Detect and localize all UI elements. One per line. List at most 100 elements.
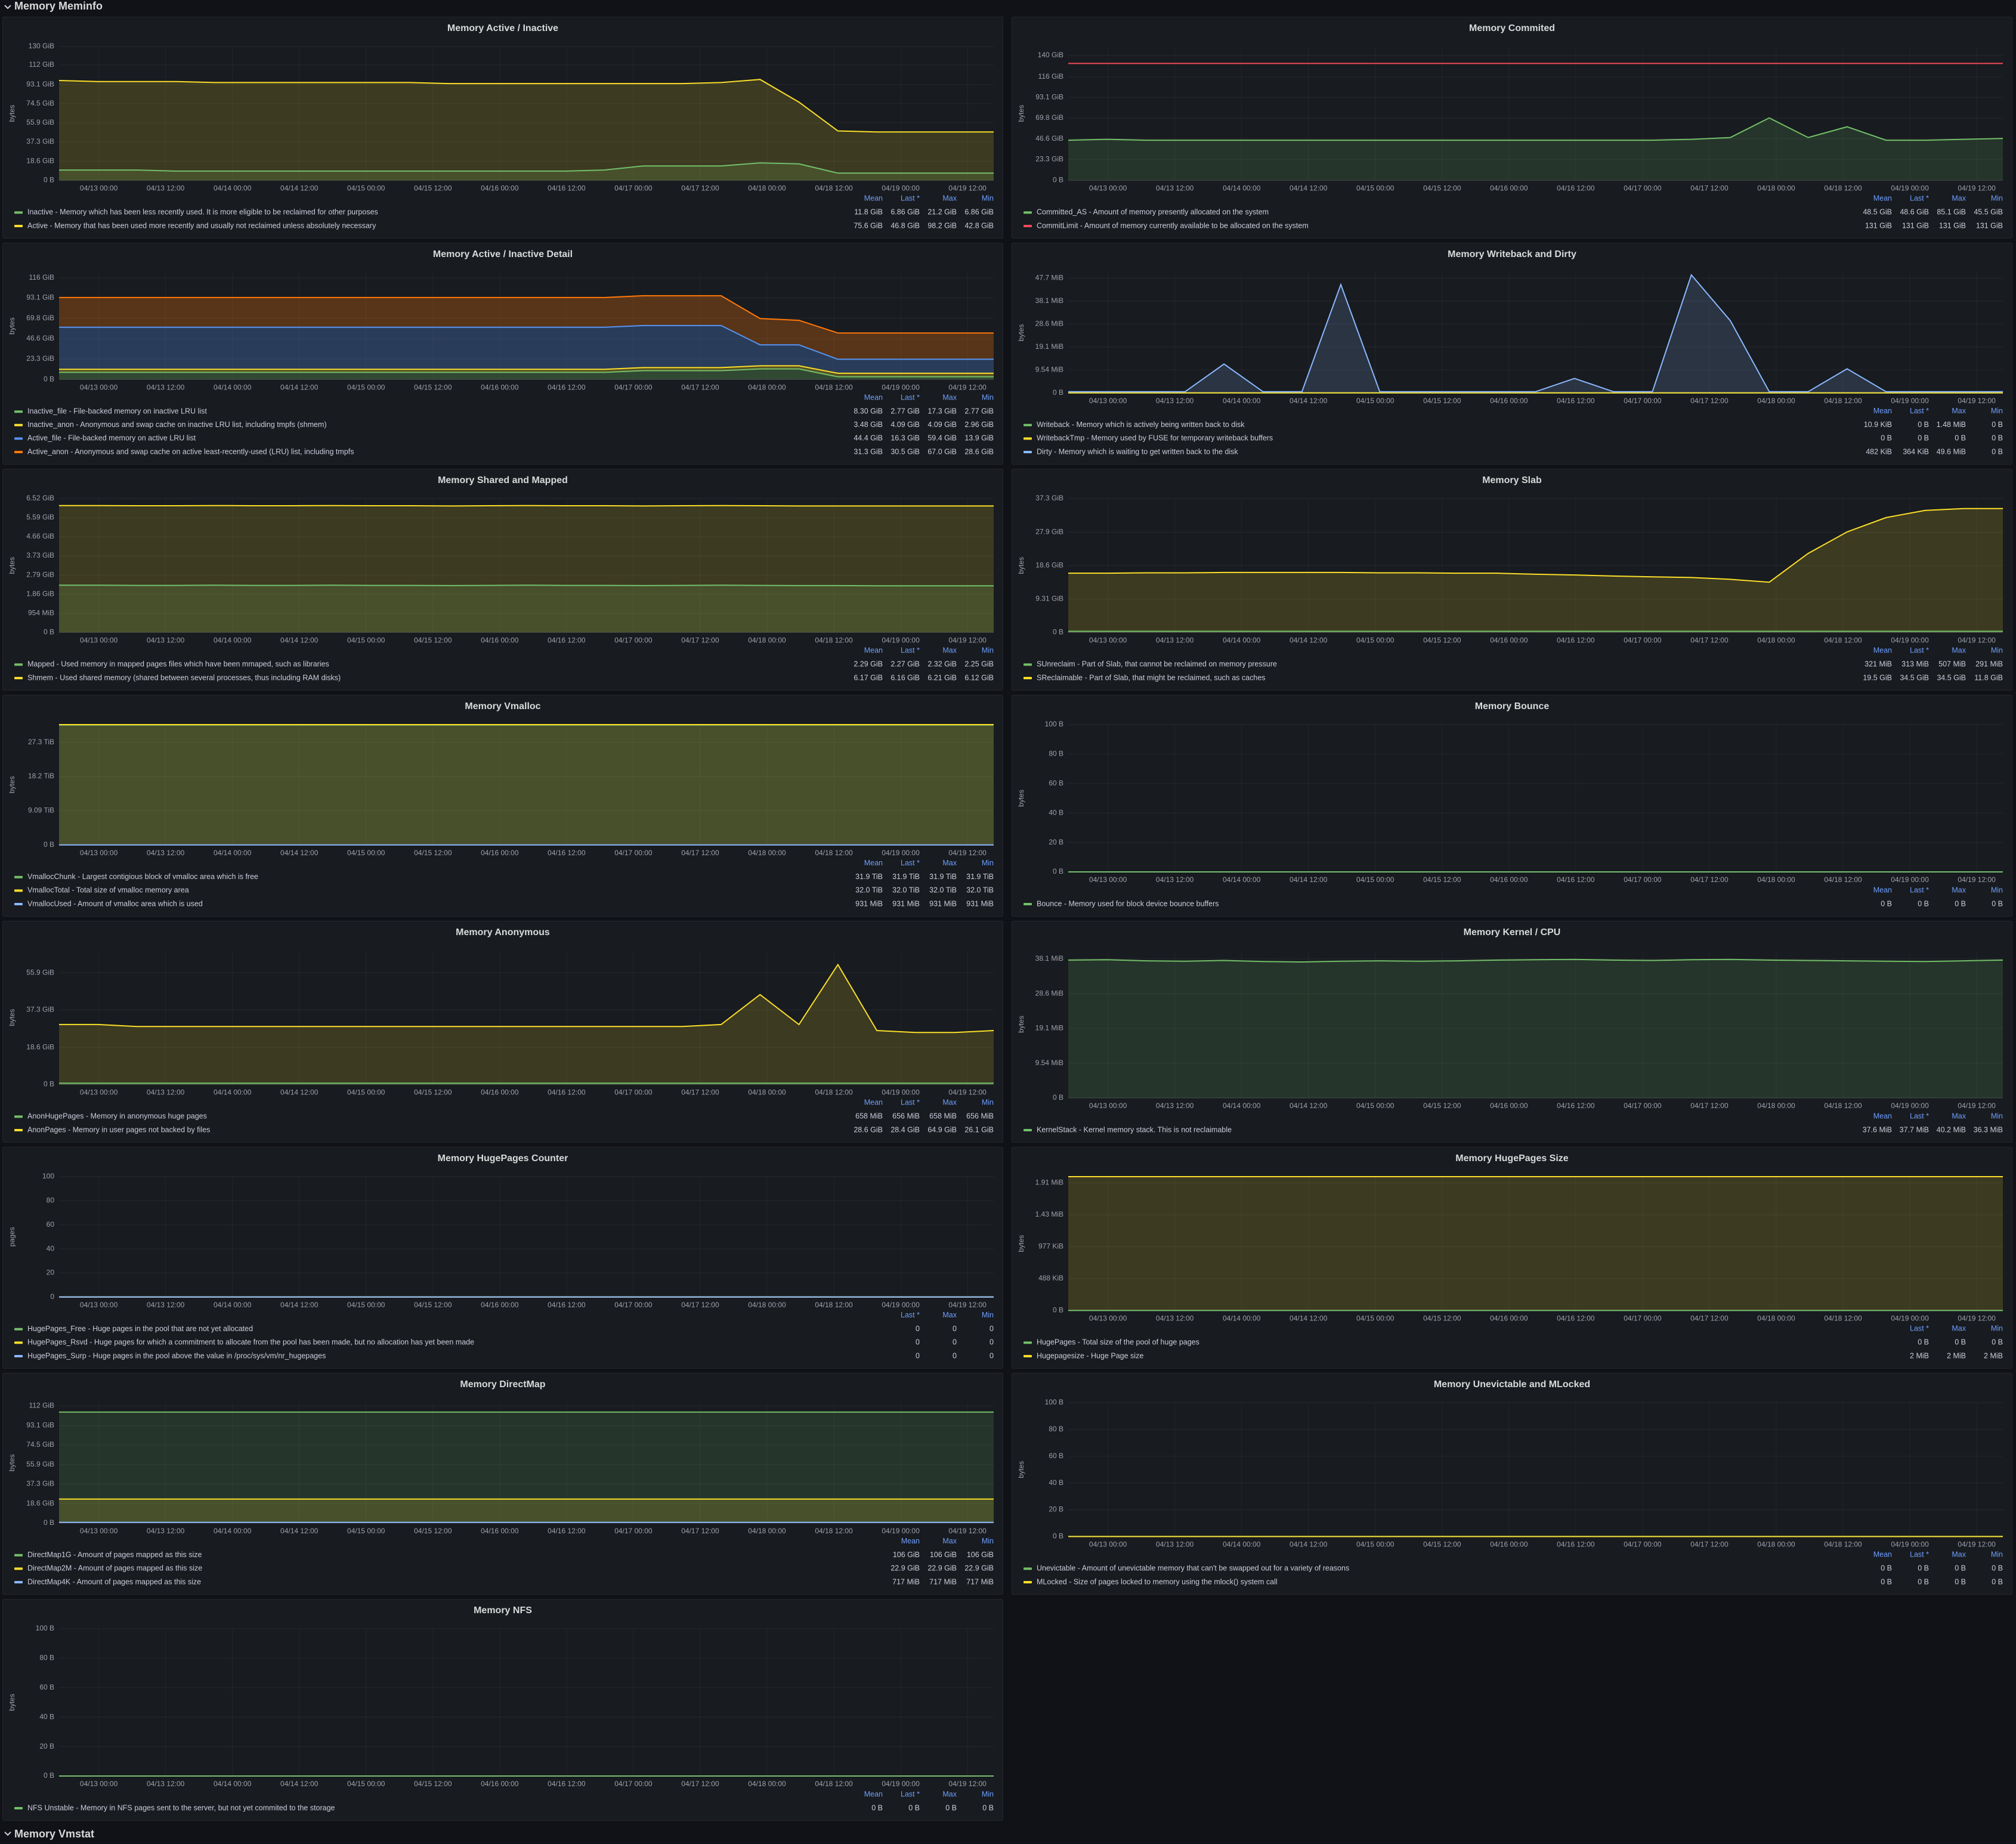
legend-name[interactable]: KernelStack - Kernel memory stack. This … <box>1037 1125 1232 1134</box>
legend-value: 22.9 GiB <box>927 1564 957 1573</box>
legend-name[interactable]: VmallocTotal - Total size of vmalloc mem… <box>27 886 189 895</box>
legend-name[interactable]: Inactive_anon - Anonymous and swap cache… <box>27 420 327 429</box>
legend-value: 67.0 GiB <box>927 447 957 456</box>
x-tick-label: 04/14 12:00 <box>280 1088 319 1097</box>
legend-name[interactable]: DirectMap2M - Amount of pages mapped as … <box>27 1564 202 1573</box>
legend-name[interactable]: Active_anon - Anonymous and swap cache o… <box>27 447 354 456</box>
x-tick-label: 04/15 00:00 <box>1356 875 1394 884</box>
legend-name[interactable]: Hugepagesize - Huge Page size <box>1037 1351 1143 1360</box>
panel: Memory Writeback and Dirty bytes 0 B 9.54 M… <box>1012 243 2012 465</box>
legend-name[interactable]: AnonPages - Memory in user pages not bac… <box>27 1125 210 1134</box>
legend-name[interactable]: VmallocUsed - Amount of vmalloc area whi… <box>27 899 203 908</box>
x-tick-label: 04/14 00:00 <box>1223 875 1261 884</box>
x-tick-label: 04/14 00:00 <box>1223 1540 1261 1549</box>
y-tick-label: 0 B <box>44 1080 54 1088</box>
legend-value: 0 B <box>1955 1577 1966 1586</box>
legend-value: 0 B <box>1955 1338 1966 1347</box>
x-tick-label: 04/15 12:00 <box>414 184 452 193</box>
legend-header: Min <box>982 1537 994 1545</box>
panel-background <box>1012 17 2012 239</box>
legend-header: Last * <box>901 194 920 203</box>
panel: Memory Anonymous bytes 0 B 18.6 GiB 37.3 GiB… <box>2 921 1003 1143</box>
x-tick-label: 04/13 12:00 <box>1156 397 1194 405</box>
x-tick-label: 04/18 00:00 <box>1757 636 1795 645</box>
x-tick-label: 04/14 12:00 <box>280 1301 319 1309</box>
legend-value: 717 MiB <box>929 1577 957 1586</box>
legend-name[interactable]: HugePages_Surp - Huge pages in the pool … <box>27 1351 326 1360</box>
legend-name[interactable]: Dirty - Memory which is waiting to get w… <box>1037 447 1238 456</box>
legend-value: 0 B <box>1881 1577 1892 1586</box>
y-tick-label: 20 B <box>39 1742 54 1750</box>
legend-name[interactable]: AnonHugePages - Memory in anonymous huge… <box>27 1112 207 1121</box>
collapse-icon[interactable] <box>4 5 11 10</box>
legend-value: 2.27 GiB <box>890 660 920 669</box>
panel-background <box>1012 695 2012 917</box>
x-tick-label: 04/16 12:00 <box>1557 184 1595 193</box>
legend-name[interactable]: CommitLimit - Amount of memory currently… <box>1037 221 1309 230</box>
legend-swatch <box>14 423 23 426</box>
legend-value: 106 GiB <box>930 1551 957 1559</box>
series-line <box>58 79 994 133</box>
y-tick-label: 37.3 GiB <box>26 1005 54 1014</box>
legend-name[interactable]: SUnreclaim - Part of Slab, that cannot b… <box>1037 660 1277 669</box>
y-tick-label: 9.54 MiB <box>1035 365 1063 373</box>
x-tick-label: 04/14 12:00 <box>1290 184 1328 193</box>
legend-name[interactable]: DirectMap1G - Amount of pages mapped as … <box>27 1551 202 1559</box>
legend-name[interactable]: HugePages - Total size of the pool of hu… <box>1037 1338 1199 1347</box>
panel: Memory Active / Inactive bytes 0 B 18.6 GiB… <box>2 17 1003 239</box>
x-tick-label: 04/14 12:00 <box>1290 636 1328 645</box>
legend-name[interactable]: Active_file - File-backed memory on acti… <box>27 434 196 443</box>
collapse-icon[interactable] <box>4 1831 11 1836</box>
x-tick-label: 04/17 12:00 <box>1690 184 1729 193</box>
y-axis-label: bytes <box>1017 1016 1025 1033</box>
section-title[interactable]: Memory Meminfo <box>14 0 103 12</box>
y-tick-label: 18.2 TiB <box>28 772 54 780</box>
panel-background <box>2 1373 1003 1595</box>
legend-value: 4.09 GiB <box>890 420 920 429</box>
y-axis-label: bytes <box>8 776 16 794</box>
legend-name[interactable]: Writeback - Memory which is actively bei… <box>1037 420 1245 429</box>
y-tick-label: 3.73 GiB <box>26 551 54 559</box>
x-tick-label: 04/17 00:00 <box>614 1088 653 1097</box>
legend-name[interactable]: WritebackTmp - Memory used by FUSE for t… <box>1037 434 1273 443</box>
legend-swatch <box>1024 1355 1032 1357</box>
y-tick-label: 4.66 GiB <box>26 532 54 540</box>
legend-header: Min <box>1991 1112 2003 1120</box>
y-tick-label: 80 B <box>1049 750 1063 758</box>
legend-value: 21.2 GiB <box>927 208 957 216</box>
legend-name[interactable]: Committed_AS - Amount of memory presentl… <box>1037 208 1269 216</box>
x-tick-label: 04/15 12:00 <box>1423 1102 1461 1110</box>
legend-swatch <box>1024 677 1032 679</box>
x-tick-label: 04/14 12:00 <box>280 383 319 391</box>
legend-name[interactable]: Active - Memory that has been used more … <box>27 221 376 230</box>
legend-value: 931 MiB <box>892 899 920 908</box>
x-tick-label: 04/19 00:00 <box>882 849 920 857</box>
legend-name[interactable]: SReclaimable - Part of Slab, that might … <box>1037 673 1266 682</box>
legend-name[interactable]: DirectMap4K - Amount of pages mapped as … <box>27 1577 201 1586</box>
legend-swatch <box>1024 1581 1032 1583</box>
legend-name[interactable]: HugePages_Rsvd - Huge pages for which a … <box>27 1338 474 1347</box>
legend-name[interactable]: Bounce - Memory used for block device bo… <box>1037 899 1219 908</box>
x-tick-label: 04/13 00:00 <box>80 1780 118 1788</box>
legend-name[interactable]: Shmem - Used shared memory (shared betwe… <box>27 673 341 682</box>
section-title[interactable]: Memory Vmstat <box>14 1828 94 1840</box>
y-tick-label: 55.9 GiB <box>26 1460 54 1468</box>
x-tick-label: 04/15 00:00 <box>1356 184 1394 193</box>
series-area <box>1068 508 2003 633</box>
x-tick-label: 04/16 12:00 <box>548 1301 586 1309</box>
legend-name[interactable]: Inactive_file - File-backed memory on in… <box>27 407 207 415</box>
legend-header: Last * <box>901 393 920 401</box>
y-tick-label: 0 <box>50 1292 54 1301</box>
x-tick-label: 04/16 00:00 <box>481 184 519 193</box>
series-line <box>1068 958 2003 963</box>
legend-name[interactable]: VmallocChunk - Largest contigious block … <box>27 873 258 881</box>
legend-name[interactable]: NFS Unstable - Memory in NFS pages sent … <box>27 1803 335 1812</box>
legend-name[interactable]: HugePages_Free - Huge pages in the pool … <box>27 1325 253 1333</box>
legend-name[interactable]: Mapped - Used memory in mapped pages fil… <box>27 660 329 669</box>
legend-name[interactable]: Unevictable - Amount of unevictable memo… <box>1037 1564 1349 1573</box>
series-area <box>59 725 994 845</box>
legend-name[interactable]: MLocked - Size of pages locked to memory… <box>1037 1577 1278 1586</box>
x-tick-label: 04/16 12:00 <box>1557 636 1595 645</box>
x-tick-label: 04/14 12:00 <box>1290 875 1328 884</box>
legend-name[interactable]: Inactive - Memory which has been less re… <box>27 208 378 216</box>
